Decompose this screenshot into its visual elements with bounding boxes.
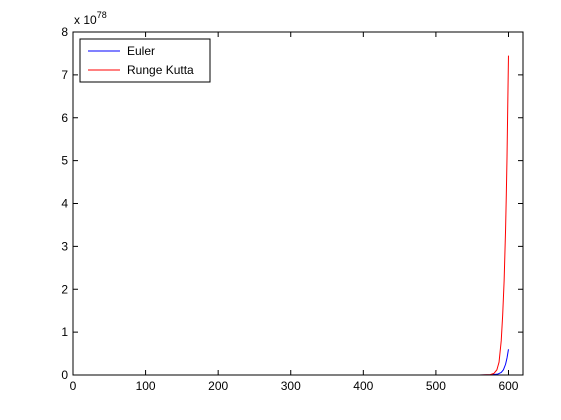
x-tick-label: 200 — [208, 379, 228, 393]
x-tick-label: 300 — [281, 379, 301, 393]
y-tick-label: 8 — [61, 25, 68, 39]
y-tick-label: 6 — [61, 111, 68, 125]
x-tick-label: 600 — [498, 379, 518, 393]
y-tick-label: 7 — [61, 68, 68, 82]
y-tick-label: 3 — [61, 239, 68, 253]
legend-label-1: Runge Kutta — [127, 63, 194, 77]
y-multiplier: x 1078 — [74, 10, 107, 27]
x-tick-label: 100 — [136, 379, 156, 393]
y-tick-label: 0 — [61, 368, 68, 382]
y-tick-label: 4 — [61, 197, 68, 211]
y-multiplier-base: x 10 — [74, 13, 97, 27]
y-tick-label: 5 — [61, 154, 68, 168]
y-tick-label: 2 — [61, 282, 68, 296]
x-tick-label: 500 — [426, 379, 446, 393]
legend-box — [79, 38, 211, 83]
x-tick-label: 0 — [70, 379, 77, 393]
plot-area — [73, 32, 523, 375]
y-multiplier-exponent: 78 — [97, 10, 107, 20]
y-tick-label: 1 — [61, 325, 68, 339]
ticks-group: 0 100 200 300 400 500 600 0 1 2 3 4 5 6 7 8 — [61, 25, 523, 393]
x-tick-label: 400 — [353, 379, 373, 393]
legend: Euler Runge Kutta — [79, 38, 211, 83]
legend-label-0: Euler — [127, 44, 155, 58]
